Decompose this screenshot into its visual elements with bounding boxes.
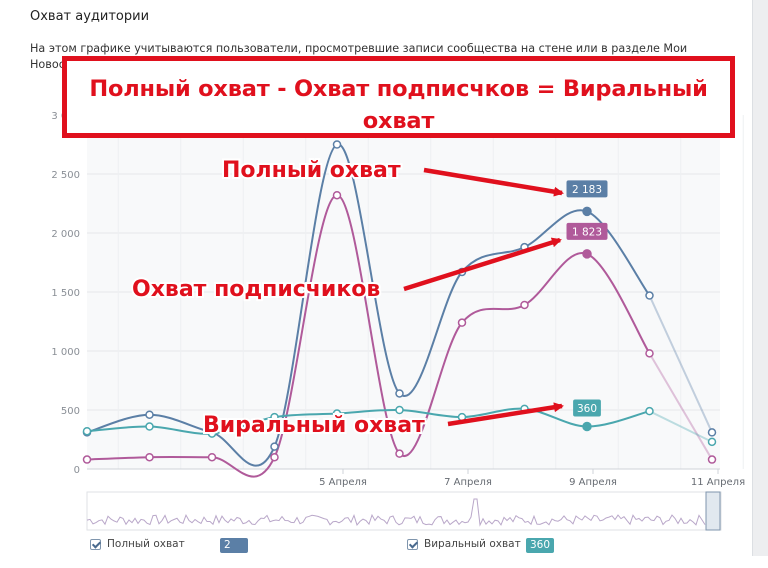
- data-point-viral[interactable]: [582, 421, 592, 432]
- annotation-arrow-viral: [447, 402, 564, 427]
- data-point-viral[interactable]: [645, 406, 654, 416]
- formula-callout-text: Полный охват - Охват подписчков = Вираль…: [89, 76, 708, 134]
- data-point-viral[interactable]: [332, 409, 342, 418]
- data-point-subscribers[interactable]: [145, 452, 154, 462]
- data-point-subscribers[interactable]: [520, 300, 529, 310]
- value-label-viral: 360: [577, 403, 597, 415]
- data-point-viral[interactable]: [145, 422, 154, 431]
- data-point-subscribers[interactable]: [270, 452, 279, 462]
- section-title: Охват аудитории: [30, 9, 150, 24]
- legend-value-viral-reach: 360: [526, 538, 555, 553]
- checkbox-full-reach[interactable]: [90, 539, 101, 550]
- checkbox-viral-reach[interactable]: [407, 539, 418, 550]
- annotation-arrow-subscribers: [403, 237, 562, 292]
- formula-callout-box: Полный охват - Охват подписчков = Вираль…: [62, 56, 735, 138]
- series-line-viral: [86, 407, 650, 435]
- legend-value-full-reach: 2 183: [220, 538, 249, 566]
- data-point-viral[interactable]: [395, 405, 404, 415]
- data-point-full[interactable]: [582, 206, 592, 217]
- value-label-bg-full: [566, 180, 608, 198]
- data-point-subscribers[interactable]: [207, 452, 217, 462]
- data-point-full[interactable]: [270, 442, 279, 451]
- legend-label-viral-reach: Виральный охват: [424, 538, 521, 550]
- page-side-gutter: [752, 0, 768, 556]
- y-tick-label: 0: [74, 465, 80, 476]
- data-point-viral[interactable]: [207, 429, 217, 438]
- annotation-subscribers: Охват подписчиков: [132, 277, 380, 302]
- legend-label-full-reach: Полный охват: [107, 538, 185, 550]
- data-point-subscribers[interactable]: [457, 318, 467, 327]
- data-point-subscribers[interactable]: [707, 455, 717, 464]
- x-tick-label: 11 Апреля: [691, 477, 745, 488]
- data-point-full[interactable]: [395, 389, 404, 398]
- data-point-viral[interactable]: [707, 437, 717, 447]
- x-tick-label: 9 Апреля: [569, 477, 617, 488]
- y-tick-label: 1 000: [51, 347, 80, 358]
- y-tick-label: 1 500: [51, 288, 80, 299]
- data-point-subscribers[interactable]: [645, 349, 654, 358]
- data-point-full[interactable]: [332, 140, 342, 149]
- series-line-subscribers-partial: [648, 352, 713, 461]
- x-tick-label: 5 Апреля: [319, 477, 367, 488]
- annotation-arrow-full: [423, 167, 564, 197]
- value-label-bg-subscribers: [566, 222, 608, 240]
- x-tick-label: 7 Апреля: [444, 477, 492, 488]
- value-label-subscribers: 1 823: [572, 226, 602, 238]
- data-point-viral[interactable]: [270, 412, 279, 422]
- value-label-full: 2 183: [572, 184, 602, 196]
- navigator-sparkline: [86, 498, 706, 527]
- data-point-subscribers[interactable]: [395, 449, 404, 458]
- series-line-full-partial: [648, 295, 713, 433]
- data-point-subscribers[interactable]: [332, 190, 342, 200]
- data-point-subscribers[interactable]: [82, 455, 92, 464]
- y-tick-label: 2 500: [51, 170, 80, 181]
- range-navigator[interactable]: [86, 491, 722, 531]
- annotation-viral: Виральный охват: [203, 413, 425, 438]
- value-label-bg-viral: [573, 399, 601, 417]
- data-point-full[interactable]: [145, 410, 154, 419]
- annotation-full: Полный охват: [222, 158, 401, 183]
- data-point-viral[interactable]: [82, 426, 92, 436]
- data-point-subscribers[interactable]: [582, 249, 592, 259]
- navigator-selection-handle[interactable]: [705, 491, 721, 531]
- y-tick-label: 500: [61, 406, 80, 417]
- data-point-full[interactable]: [645, 291, 654, 300]
- y-tick-label: 2 000: [51, 229, 80, 240]
- navigator-frame: [86, 491, 722, 531]
- data-point-full[interactable]: [707, 428, 717, 437]
